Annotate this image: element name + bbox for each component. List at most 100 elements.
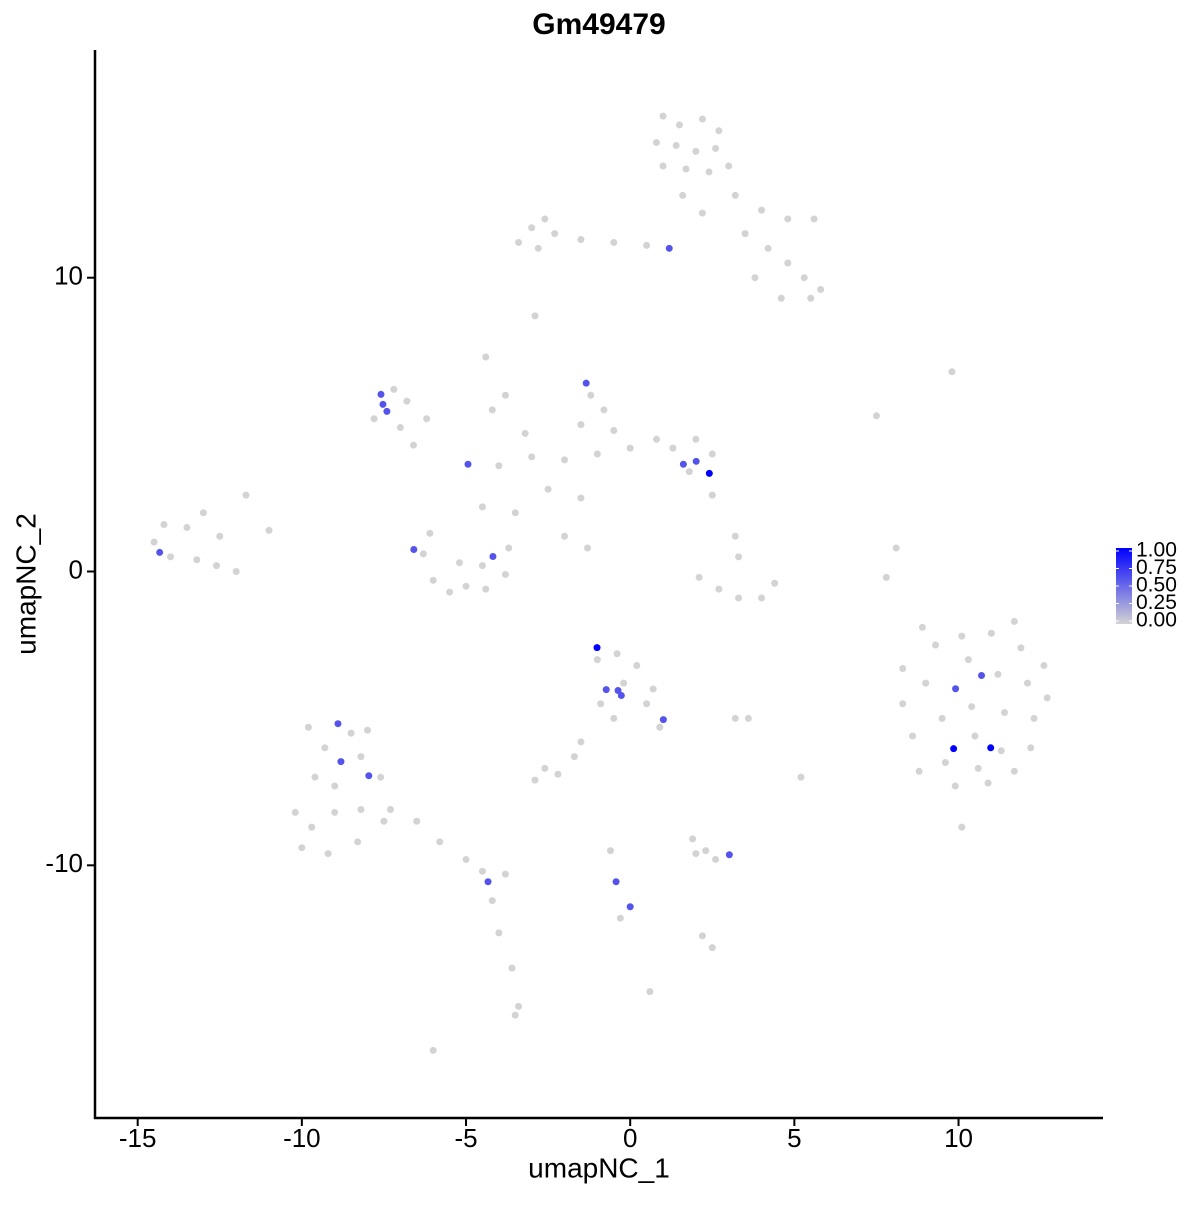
cell-point bbox=[334, 720, 342, 728]
cell-point bbox=[735, 594, 743, 602]
x-tick-label: -5 bbox=[454, 1123, 477, 1153]
x-tick-label: -10 bbox=[283, 1123, 321, 1153]
cell-point bbox=[331, 808, 339, 816]
cell-point bbox=[602, 686, 610, 694]
cell-point bbox=[304, 723, 312, 731]
cell-point bbox=[952, 685, 960, 693]
cell-point bbox=[365, 772, 373, 780]
cell-point bbox=[193, 556, 201, 564]
cell-point bbox=[616, 914, 624, 922]
cell-point bbox=[396, 424, 404, 432]
cell-point bbox=[321, 744, 329, 752]
cell-point bbox=[974, 764, 982, 772]
cell-point bbox=[987, 744, 995, 752]
cell-point bbox=[291, 808, 299, 816]
cell-point bbox=[593, 450, 601, 458]
cell-point bbox=[577, 738, 585, 746]
cell-point bbox=[997, 747, 1005, 755]
cell-point bbox=[764, 244, 772, 252]
cell-point bbox=[872, 412, 880, 420]
cell-point bbox=[665, 244, 673, 252]
cell-point bbox=[357, 805, 365, 813]
cell-point bbox=[478, 867, 486, 875]
cell-point bbox=[380, 817, 388, 825]
cell-point bbox=[652, 139, 660, 147]
cell-point bbox=[994, 670, 1002, 678]
cell-point bbox=[570, 753, 578, 761]
cell-point bbox=[758, 594, 766, 602]
cell-point bbox=[347, 729, 355, 737]
x-axis-title: umapNC_1 bbox=[528, 1152, 670, 1183]
cell-point bbox=[984, 779, 992, 787]
cell-point bbox=[462, 855, 470, 863]
cell-point bbox=[705, 168, 713, 176]
cell-point bbox=[298, 844, 306, 852]
colorbar-label: 1.00 bbox=[1136, 539, 1177, 562]
y-axis-title: umapNC_2 bbox=[10, 513, 41, 655]
cell-point bbox=[429, 1046, 437, 1054]
cell-point bbox=[731, 532, 739, 540]
cell-point bbox=[938, 714, 946, 722]
cell-point bbox=[600, 406, 608, 414]
cell-point bbox=[675, 121, 683, 129]
cell-point bbox=[370, 415, 378, 423]
cell-point bbox=[160, 521, 168, 529]
cell-point bbox=[357, 753, 365, 761]
cell-point bbox=[501, 391, 509, 399]
cell-point bbox=[354, 838, 362, 846]
cell-point bbox=[1043, 694, 1051, 702]
cell-point bbox=[692, 435, 700, 443]
cell-point bbox=[659, 112, 667, 120]
cell-point bbox=[1027, 744, 1035, 752]
cell-point bbox=[534, 244, 542, 252]
cell-point bbox=[505, 544, 513, 552]
cell-point bbox=[725, 851, 733, 859]
cell-point bbox=[922, 679, 930, 687]
cell-point bbox=[610, 426, 618, 434]
cell-point bbox=[909, 732, 917, 740]
cell-point bbox=[426, 529, 434, 537]
cell-point bbox=[462, 582, 470, 590]
cell-point bbox=[383, 407, 391, 415]
cell-point bbox=[587, 391, 595, 399]
cell-point bbox=[731, 714, 739, 722]
cell-point bbox=[156, 548, 164, 556]
cell-point bbox=[455, 559, 463, 567]
cell-point bbox=[659, 716, 667, 724]
cell-point bbox=[1017, 644, 1025, 652]
x-tick-label: 10 bbox=[944, 1123, 973, 1153]
cell-point bbox=[698, 932, 706, 940]
cell-point bbox=[495, 462, 503, 470]
cell-point bbox=[582, 379, 590, 387]
cell-point bbox=[679, 460, 687, 468]
cell-point bbox=[643, 241, 651, 249]
cell-point bbox=[265, 526, 273, 534]
cell-point bbox=[626, 444, 634, 452]
cell-point bbox=[606, 847, 614, 855]
cell-point bbox=[620, 679, 628, 687]
cell-point bbox=[672, 141, 680, 149]
cell-point bbox=[692, 457, 700, 465]
cell-point bbox=[584, 544, 592, 552]
cell-point bbox=[167, 553, 175, 561]
cell-point bbox=[561, 456, 569, 464]
cell-point bbox=[495, 929, 503, 937]
cell-point bbox=[915, 767, 923, 775]
cell-point bbox=[715, 127, 723, 135]
cell-point bbox=[337, 758, 345, 766]
cell-point bbox=[692, 147, 700, 155]
cell-point bbox=[531, 312, 539, 320]
cell-point bbox=[482, 353, 490, 361]
cell-point bbox=[423, 415, 431, 423]
cell-point bbox=[682, 165, 690, 173]
cell-point bbox=[511, 509, 519, 517]
cell-point bbox=[633, 662, 641, 670]
cell-point bbox=[501, 870, 509, 878]
cell-point bbox=[561, 532, 569, 540]
cell-point bbox=[741, 230, 749, 238]
cell-point bbox=[725, 162, 733, 170]
cell-point bbox=[429, 576, 437, 584]
cell-point bbox=[1040, 662, 1048, 670]
cell-point bbox=[715, 585, 723, 593]
cell-point bbox=[971, 732, 979, 740]
